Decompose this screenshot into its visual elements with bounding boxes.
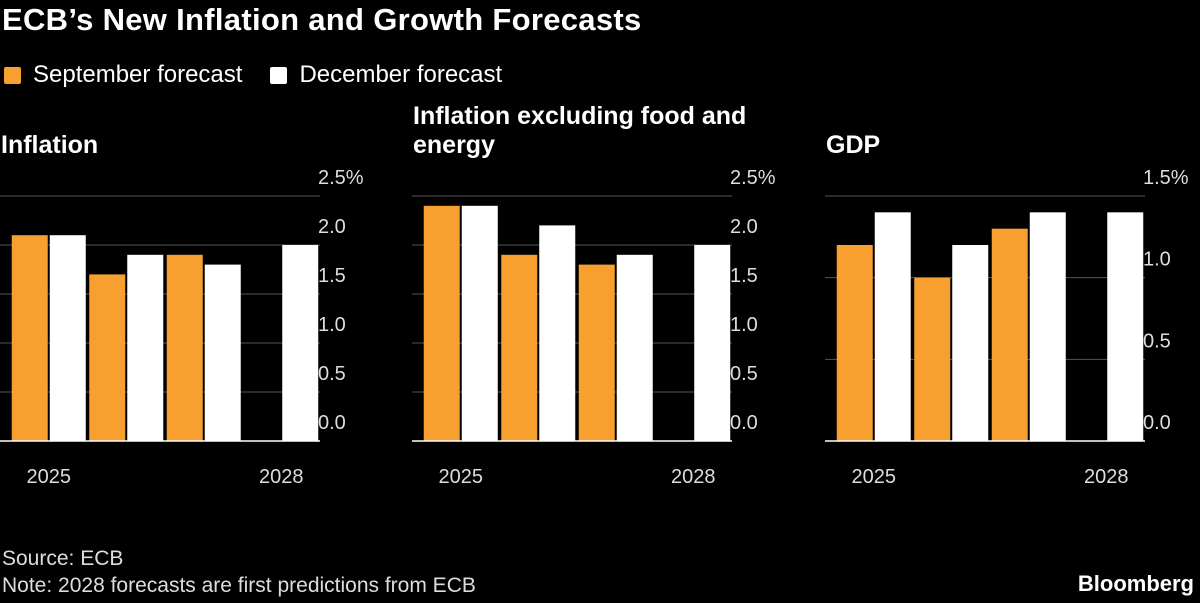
y-tick-label: 0.5 <box>730 363 758 385</box>
y-tick-label: 1.0 <box>1143 249 1171 271</box>
bar <box>952 245 989 441</box>
panel: 0.0 0.5 1.0 1.5 2.0 2.5% 2025 2028 <box>412 167 776 488</box>
bar <box>578 264 615 441</box>
y-tick-label: 1.0 <box>730 314 758 336</box>
y-tick-label: 0.0 <box>1143 412 1171 434</box>
bar <box>423 205 460 441</box>
bar <box>282 245 319 441</box>
legend-swatch <box>270 66 288 84</box>
legend-label: December forecast <box>299 61 503 88</box>
panel-title: Inflation excluding food and energy <box>413 102 747 159</box>
bar <box>461 205 498 441</box>
legend-item: September forecast <box>4 61 242 89</box>
x-tick-label: 2028 <box>259 466 304 488</box>
note: Note: 2028 forecasts are first predictio… <box>2 574 476 597</box>
y-tick-label: 0.0 <box>318 412 346 434</box>
bar <box>89 274 126 441</box>
legend-label: September forecast <box>33 61 243 88</box>
bar <box>501 254 538 441</box>
bar <box>616 254 653 441</box>
bar <box>914 277 951 441</box>
bar <box>127 254 164 441</box>
legend: September forecast December forecast <box>4 60 530 90</box>
y-tick-label: 2.5% <box>318 167 364 189</box>
y-tick-label: 2.0 <box>318 216 346 238</box>
x-tick-label: 2025 <box>439 466 484 488</box>
y-tick-label: 0.5 <box>1143 330 1171 352</box>
title: ECB’s New Inflation and Growth Forecasts <box>2 2 642 37</box>
bar <box>204 264 241 441</box>
x-tick-label: 2028 <box>671 466 716 488</box>
y-tick-label: 0.5 <box>318 363 346 385</box>
bar <box>991 228 1028 441</box>
brand: Bloomberg <box>1077 571 1194 596</box>
bar <box>166 254 203 441</box>
panel: 0.0 0.5 1.0 1.5 2.0 2.5% 2025 2028 <box>0 167 364 488</box>
panel-title: Inflation <box>1 131 99 159</box>
y-tick-label: 1.5 <box>318 265 346 287</box>
bar <box>694 245 731 441</box>
y-tick-label: 0.0 <box>730 412 758 434</box>
panel-title: GDP <box>826 131 881 159</box>
bar <box>49 235 86 441</box>
bar <box>874 212 911 441</box>
legend-swatch <box>4 66 21 84</box>
y-tick-label: 1.5 <box>730 265 758 287</box>
bar <box>11 235 48 441</box>
y-tick-label: 2.0 <box>730 216 758 238</box>
x-tick-label: 2025 <box>27 466 72 488</box>
x-tick-label: 2025 <box>852 466 897 488</box>
bar <box>539 225 576 441</box>
bar <box>1107 212 1144 441</box>
y-tick-label: 2.5% <box>730 167 776 189</box>
y-tick-label: 1.5% <box>1143 167 1189 189</box>
x-tick-label: 2028 <box>1084 466 1129 488</box>
bar <box>836 245 873 441</box>
source: Source: ECB <box>2 547 124 570</box>
panel: 0.0 0.5 1.0 1.5% 2025 2028 <box>825 167 1189 488</box>
bar <box>1029 212 1066 441</box>
y-tick-label: 1.0 <box>318 314 346 336</box>
legend-item: December forecast <box>270 61 502 89</box>
